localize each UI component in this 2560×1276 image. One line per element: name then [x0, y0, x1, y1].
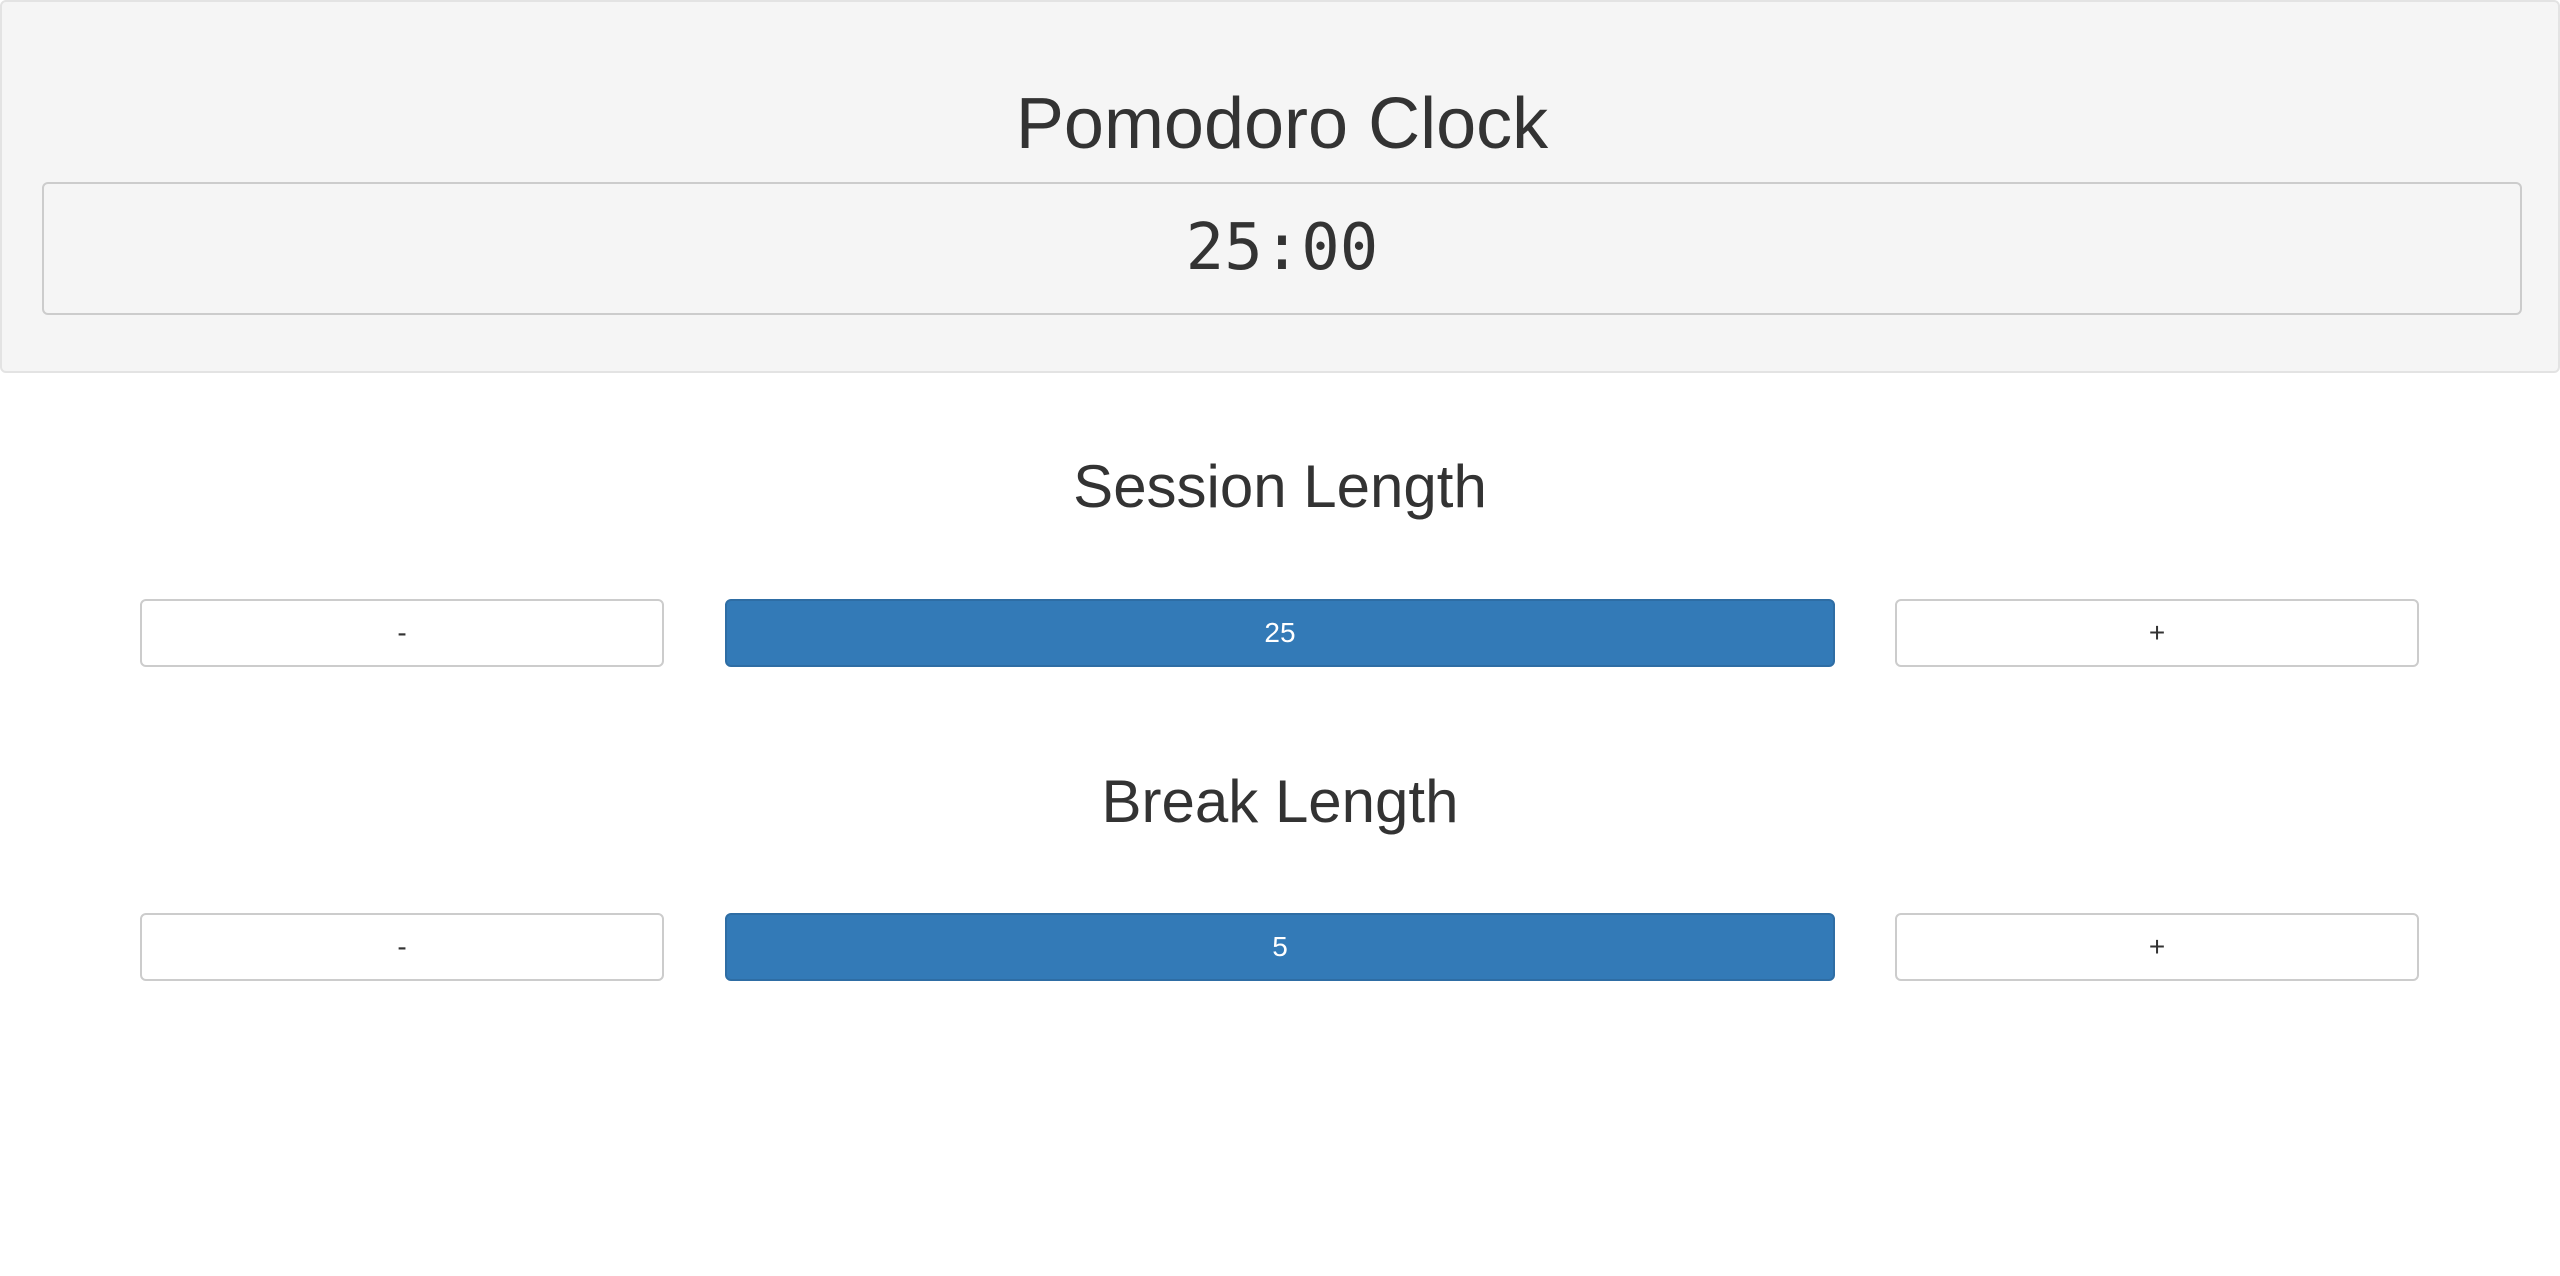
timer-box: 25:00 [42, 182, 2522, 315]
break-length-value[interactable]: 5 [725, 913, 1835, 981]
clock-panel: Pomodoro Clock 25:00 [0, 0, 2560, 373]
break-length-heading: Break Length [1101, 768, 1459, 835]
session-increment-button[interactable]: + [1895, 599, 2419, 667]
page-title: Pomodoro Clock [1015, 84, 1549, 164]
break-increment-button[interactable]: + [1895, 913, 2419, 981]
timer-display: 25:00 [1185, 211, 1379, 285]
session-decrement-button[interactable]: - [140, 599, 664, 667]
break-decrement-button[interactable]: - [140, 913, 664, 981]
session-length-value[interactable]: 25 [725, 599, 1835, 667]
session-length-heading: Session Length [1073, 453, 1487, 520]
